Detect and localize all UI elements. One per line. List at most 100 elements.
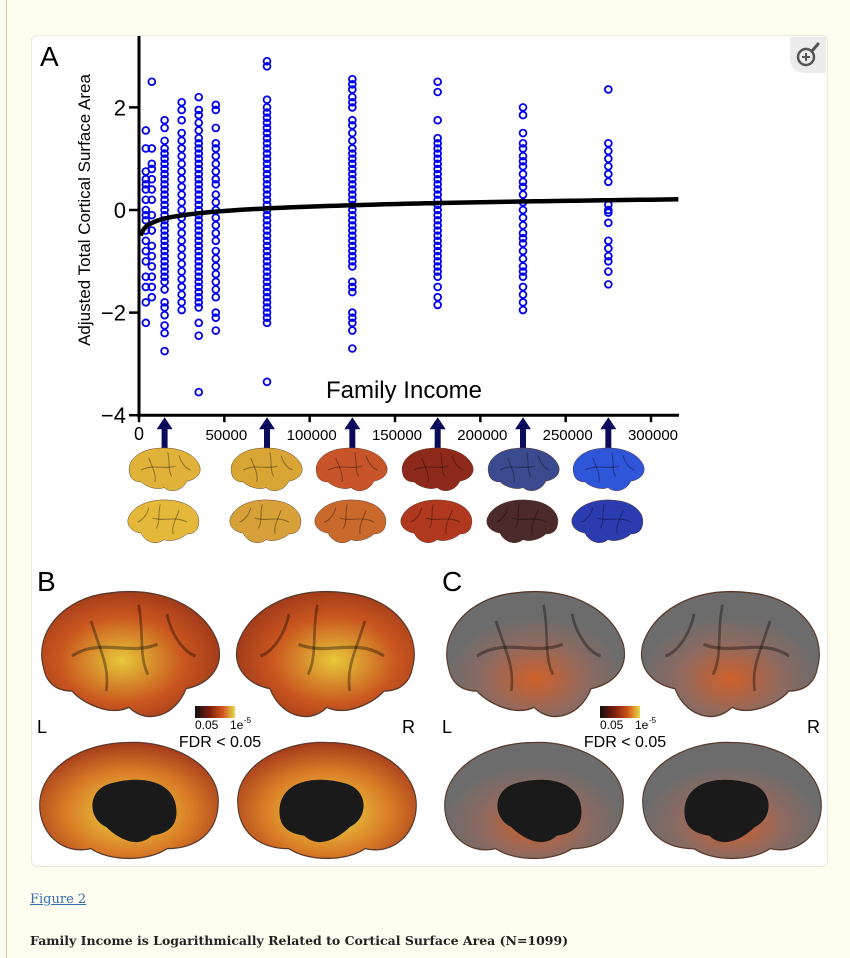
data-point — [160, 200, 169, 210]
data-point — [177, 174, 186, 184]
data-point — [262, 236, 272, 246]
medial-brain-map — [400, 499, 473, 543]
data-point — [141, 126, 151, 135]
data-point — [604, 146, 613, 156]
income-arrow-icon — [429, 417, 446, 452]
left-medial-brain — [39, 741, 219, 860]
data-point — [348, 103, 357, 112]
data-point — [348, 180, 357, 189]
figure-card[interactable]: A −4 −2 0 2 0 50000 100000 150000 200000 250000 300… — [31, 35, 828, 867]
data-point — [141, 318, 151, 328]
data-point — [348, 74, 357, 84]
data-point — [177, 228, 186, 238]
data-point — [211, 246, 221, 256]
data-point — [262, 103, 272, 112]
sulcus — [71, 642, 158, 658]
data-point — [211, 277, 221, 287]
sulcus — [152, 517, 188, 523]
data-point — [433, 87, 442, 97]
data-point — [604, 139, 613, 148]
data-point — [160, 174, 169, 184]
data-point — [518, 177, 528, 187]
y-axis-label: Adjusted Total Cortical Surface Area — [75, 74, 94, 346]
y-tick-label: 2 — [114, 95, 126, 120]
data-point — [160, 185, 169, 194]
fdr-colorbar — [600, 706, 640, 718]
data-point — [262, 282, 272, 292]
lateral-brain-map-surface — [128, 447, 201, 491]
figure-link[interactable]: Figure 2 — [30, 892, 87, 907]
data-point — [147, 226, 157, 235]
data-point — [177, 251, 186, 261]
data-point — [518, 246, 528, 256]
data-point — [262, 251, 272, 261]
data-point — [160, 144, 169, 153]
sulcus — [514, 504, 520, 529]
data-point — [160, 328, 169, 338]
data-point — [433, 236, 442, 246]
sulcus — [155, 504, 161, 529]
hemisphere-left-label: L — [442, 717, 452, 737]
data-point — [348, 251, 357, 261]
sulcus — [451, 455, 464, 471]
data-point — [348, 136, 357, 146]
data-point — [160, 169, 169, 179]
data-point — [348, 144, 357, 153]
data-point — [348, 164, 357, 174]
data-point — [348, 128, 357, 138]
data-point — [262, 267, 272, 276]
data-point — [262, 318, 272, 328]
data-point — [262, 139, 272, 148]
data-point — [433, 180, 442, 189]
data-point — [147, 262, 157, 271]
data-point — [433, 241, 442, 251]
data-point — [194, 303, 204, 312]
colorbar-title: FDR < 0.05 — [584, 734, 666, 751]
data-point — [194, 277, 204, 287]
data-point — [348, 80, 357, 89]
data-point — [194, 298, 204, 307]
sulcus — [526, 452, 532, 477]
sulcus — [365, 455, 378, 471]
data-point — [194, 272, 204, 281]
data-point — [518, 282, 528, 292]
colorbar-max-label: 1e — [635, 718, 649, 732]
data-point — [518, 156, 528, 166]
data-point — [211, 236, 221, 246]
data-point — [194, 251, 204, 261]
data-point — [177, 244, 186, 253]
hemisphere-left-label: L — [37, 717, 47, 737]
sulcus — [531, 509, 539, 535]
lateral-brain-map — [315, 447, 388, 491]
data-point — [211, 221, 221, 230]
medial-wall — [279, 779, 364, 843]
data-point — [147, 210, 157, 220]
data-point — [160, 149, 169, 158]
data-point — [348, 154, 357, 163]
data-point — [604, 244, 613, 253]
medial-brain-map — [571, 499, 644, 543]
data-point — [262, 215, 272, 225]
data-point — [433, 226, 442, 235]
data-point — [262, 231, 272, 240]
sulcus — [622, 455, 635, 471]
data-point — [262, 185, 272, 194]
sulcus — [178, 455, 191, 471]
data-point — [177, 205, 186, 215]
sulcus — [167, 452, 173, 477]
lateral-brain-map-surface — [230, 447, 303, 491]
lateral-brain-map-surface — [572, 447, 645, 491]
zoom-figure-button[interactable] — [790, 37, 826, 73]
data-point — [194, 262, 204, 271]
data-point — [518, 103, 528, 112]
data-point — [433, 169, 442, 179]
data-point — [147, 272, 157, 281]
data-point — [433, 205, 442, 215]
data-point — [433, 257, 442, 266]
x-tick-label: 150000 — [372, 427, 422, 444]
data-point — [518, 262, 528, 271]
lateral-brain-map — [128, 447, 201, 491]
data-point — [141, 205, 151, 215]
data-point — [604, 177, 613, 187]
data-point — [177, 144, 186, 153]
